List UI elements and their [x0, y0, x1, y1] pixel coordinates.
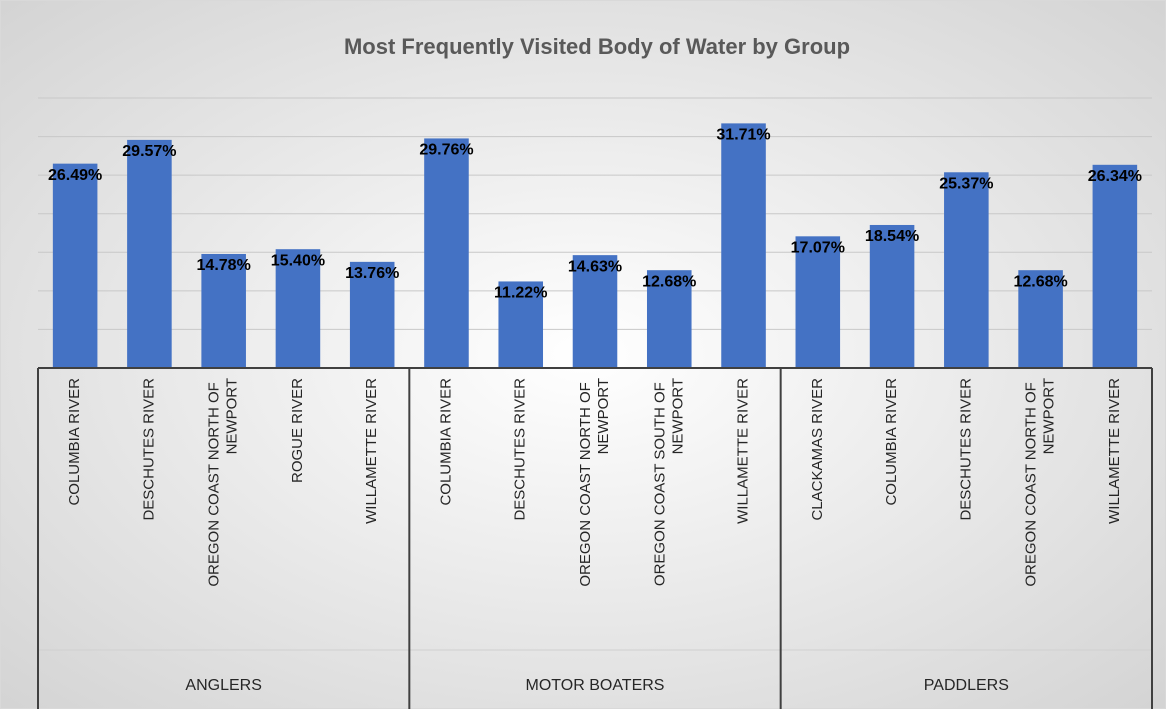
group-label: MOTOR BOATERS: [526, 677, 665, 694]
x-tick-label: COLUMBIA RIVER: [437, 378, 454, 506]
data-label: 14.63%: [568, 258, 622, 275]
data-label: 26.49%: [48, 167, 102, 184]
x-tick-label: DESCHUTES RIVER: [140, 378, 157, 521]
data-label: 12.68%: [1013, 273, 1067, 290]
bar: [52, 163, 98, 368]
data-label: 26.34%: [1088, 168, 1142, 185]
x-tick-label: WILLAMETTE RIVER: [1106, 378, 1123, 524]
data-label: 29.57%: [122, 143, 176, 160]
data-label: 14.78%: [197, 257, 251, 274]
x-tick-label: OREGON COAST NORTH OF NEWPORT: [206, 378, 241, 587]
x-tick-label: OREGON COAST NORTH OF NEWPORT: [1023, 378, 1058, 587]
x-tick-label: COLUMBIA RIVER: [883, 378, 900, 506]
bar: [869, 224, 915, 368]
bar: [127, 139, 172, 368]
x-tick-label: WILLAMETTE RIVER: [363, 378, 380, 524]
bar: [275, 249, 321, 368]
bar: [1018, 270, 1063, 368]
data-label: 31.71%: [716, 127, 770, 144]
x-tick-label: OREGON COAST NORTH OF NEWPORT: [577, 378, 612, 587]
group-label: ANGLERS: [185, 677, 261, 694]
x-tick-label: DESCHUTES RIVER: [957, 378, 974, 521]
bar: [1092, 164, 1138, 368]
bar: [572, 255, 618, 368]
bar: [795, 236, 841, 368]
data-label: 11.22%: [494, 285, 547, 302]
x-tick-label: DESCHUTES RIVER: [512, 378, 529, 521]
x-tick-label: OREGON COAST SOUTH OF NEWPORT: [651, 378, 686, 586]
data-label: 15.40%: [271, 252, 325, 269]
x-tick-label: CLACKAMAS RIVER: [809, 378, 826, 521]
x-tick-label: WILLAMETTE RIVER: [735, 378, 752, 524]
bar: [498, 281, 544, 368]
bar: [424, 138, 469, 368]
bar: [201, 253, 246, 368]
bar: [721, 123, 766, 368]
x-tick-label: ROGUE RIVER: [289, 378, 306, 483]
data-label: 17.07%: [791, 240, 845, 257]
data-label: 25.37%: [939, 176, 993, 193]
data-label: 13.76%: [345, 265, 399, 282]
x-tick-label: COLUMBIA RIVER: [66, 378, 83, 506]
chart-title: Most Frequently Visited Body of Water by…: [344, 34, 850, 59]
group-label: PADDLERS: [924, 677, 1009, 694]
data-label: 12.68%: [642, 273, 696, 290]
data-label: 18.54%: [865, 228, 919, 245]
data-label: 29.76%: [419, 142, 473, 159]
bar: [944, 172, 989, 368]
bar: [646, 270, 692, 368]
bar: [349, 261, 395, 368]
